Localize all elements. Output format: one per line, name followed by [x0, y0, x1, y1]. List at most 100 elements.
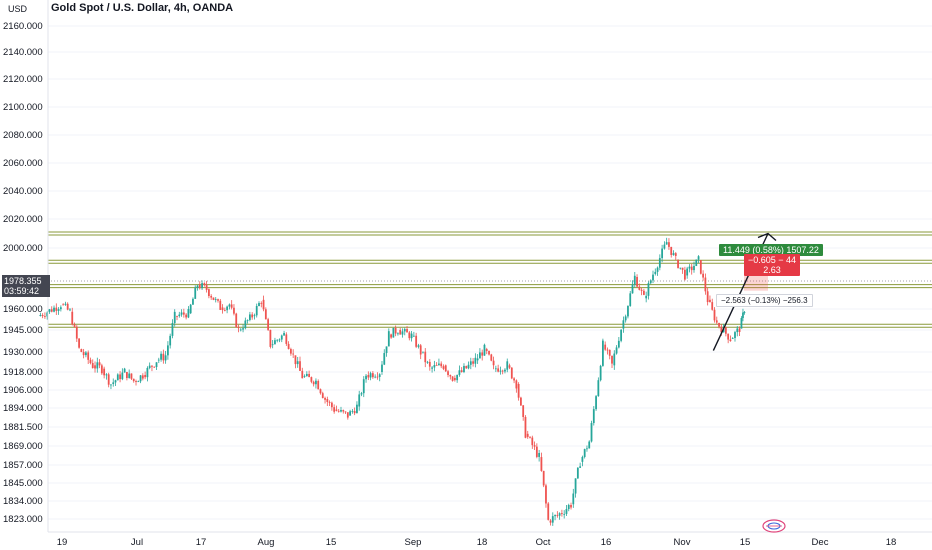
candle-body — [526, 433, 529, 437]
candle-body — [542, 470, 545, 486]
x-tick-label: 17 — [196, 537, 207, 548]
candle-body — [456, 374, 459, 381]
candle-body — [738, 328, 741, 333]
stop-badge[interactable]: −0.605 − 44 2.63 — [744, 254, 801, 276]
candle-body — [126, 372, 128, 379]
candle-body — [242, 328, 244, 330]
candle-body — [387, 331, 390, 347]
candle-body — [713, 309, 716, 321]
candle-body — [239, 329, 242, 331]
target-badge[interactable]: 11.449 (0.58%) 1507.22 — [719, 244, 823, 256]
candle-body — [622, 320, 625, 329]
candle-body — [312, 381, 315, 385]
candle-countdown: 03:59:42 — [4, 286, 40, 296]
candle-body — [371, 373, 374, 378]
candle-body — [469, 361, 472, 365]
candle-body — [219, 300, 222, 310]
y-tick-label: 1857.000 — [3, 460, 43, 471]
candle-body — [169, 335, 172, 346]
candle-body — [672, 253, 675, 255]
candle-body — [431, 367, 433, 369]
candle-body — [283, 332, 285, 336]
candle-body — [299, 361, 301, 371]
candle-body — [62, 304, 65, 306]
candle-body — [690, 266, 693, 271]
candle-body — [381, 364, 383, 372]
candle-body — [319, 389, 322, 394]
candle-body — [130, 373, 133, 379]
candle-body — [683, 269, 686, 280]
x-tick-label: Aug — [258, 537, 275, 548]
candle-body — [50, 309, 53, 312]
candle-body — [581, 456, 584, 462]
y-tick-label: 1834.000 — [3, 496, 43, 507]
candle-body — [335, 409, 338, 411]
candle-body — [69, 309, 71, 311]
candle-body — [531, 437, 534, 446]
candle-body — [214, 299, 217, 300]
candle-body — [269, 329, 272, 347]
candle-body — [538, 452, 541, 457]
x-tick-label: 15 — [740, 537, 751, 548]
candle-body — [337, 410, 340, 412]
candle-body — [613, 353, 616, 366]
risk-badge[interactable]: −2.563 (−0.13%) −256.3 — [716, 294, 813, 307]
candle-body — [96, 362, 99, 369]
candle-body — [87, 352, 90, 360]
candle-body — [48, 309, 51, 312]
candle-body — [558, 513, 561, 516]
tradingview-logo-icon[interactable] — [762, 519, 786, 533]
time-axis: 19 Jul 17 Aug 15 Sep 18 Oct 16 Nov 15 Dec 18 — [48, 531, 932, 548]
candle-body — [504, 369, 506, 372]
candle-body — [561, 513, 563, 514]
chart-title: Gold Spot / U.S. Dollar, 4h, OANDA — [51, 2, 234, 14]
candle-body — [681, 267, 684, 270]
candle-body — [94, 365, 96, 369]
candle-body — [121, 372, 124, 380]
candle-body — [385, 346, 388, 354]
candle-body — [702, 273, 705, 278]
candle-body — [212, 297, 215, 300]
candle-body — [98, 362, 101, 366]
candle-body — [551, 516, 554, 523]
candle-body — [264, 309, 267, 320]
candle-body — [654, 271, 657, 274]
y-tick-label: 1894.000 — [3, 403, 43, 414]
candle-body — [706, 291, 709, 303]
candle-body — [617, 340, 620, 348]
candle-body — [148, 365, 151, 368]
candle-body — [422, 351, 424, 353]
candle-body — [510, 367, 513, 379]
candle-body — [360, 393, 363, 395]
candle-body — [346, 412, 349, 418]
candle-body — [656, 267, 659, 272]
candle-body — [410, 333, 413, 339]
candle-body — [547, 503, 550, 520]
candle-body — [611, 355, 613, 364]
candle-body — [665, 242, 668, 245]
candle-body — [55, 307, 58, 311]
candle-body — [606, 349, 609, 351]
y-tick-label: 2080.000 — [3, 130, 43, 141]
candle-body — [367, 375, 370, 378]
candle-body — [406, 329, 408, 333]
candle-body — [729, 339, 732, 342]
candle-body — [349, 411, 352, 416]
candle-body — [260, 303, 263, 304]
candle-body — [679, 267, 682, 269]
candle-body — [207, 289, 210, 297]
candle-body — [540, 457, 543, 471]
candle-body — [670, 246, 673, 255]
candle-body — [228, 304, 231, 307]
candle-body — [695, 259, 698, 266]
candle-body — [403, 329, 406, 332]
candle-body — [488, 350, 490, 355]
candle-body — [144, 375, 147, 378]
y-tick-label: 2020.000 — [3, 214, 43, 225]
y-tick-label: 2040.000 — [3, 186, 43, 197]
candle-body — [119, 374, 121, 380]
candle-body — [608, 349, 611, 356]
candle-body — [633, 275, 636, 285]
x-tick-label: 15 — [326, 537, 337, 548]
